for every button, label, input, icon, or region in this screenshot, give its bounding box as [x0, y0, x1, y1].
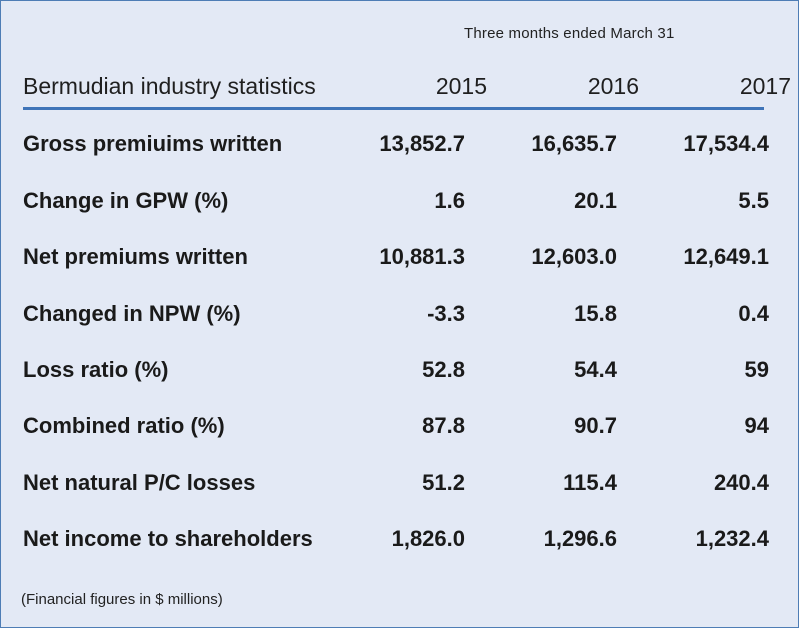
- row-label: Gross premiuims written: [23, 131, 283, 156]
- value-2016: 1,296.6: [543, 526, 617, 551]
- value-2016: 90.7: [574, 413, 617, 438]
- period-label: Three months ended March 31: [464, 25, 675, 42]
- value-2016: 16,635.7: [531, 131, 617, 156]
- value-2015: 1,826.0: [391, 526, 465, 551]
- value-2017: 1,232.4: [695, 526, 769, 551]
- value-2015: -3.3: [427, 301, 465, 326]
- year-header-2017: 2017: [739, 73, 791, 99]
- value-2015: 51.2: [422, 470, 465, 495]
- value-2016: 20.1: [574, 188, 617, 213]
- value-2017: 12,649.1: [683, 244, 769, 269]
- value-2015: 1.6: [434, 188, 465, 213]
- row-label: Changed in NPW (%): [23, 301, 241, 326]
- table-row: Net premiums written 10,881.3 12,603.0 1…: [23, 244, 769, 274]
- value-2017: 240.4: [713, 470, 769, 495]
- header-divider: [23, 107, 764, 110]
- value-2016: 54.4: [574, 357, 617, 382]
- row-label: Net premiums written: [23, 244, 248, 269]
- table-row: Combined ratio (%) 87.8 90.7 94: [23, 413, 769, 443]
- value-2016: 12,603.0: [531, 244, 617, 269]
- table-row: Net income to shareholders 1,826.0 1,296…: [23, 526, 769, 556]
- value-2015: 52.8: [422, 357, 465, 382]
- value-2017: 94: [744, 413, 769, 438]
- table-row: Change in GPW (%) 1.6 20.1 5.5: [23, 188, 769, 218]
- table-header: Bermudian industry statistics 2015 2016 …: [23, 71, 791, 107]
- row-label: Combined ratio (%): [23, 413, 225, 438]
- table-row: Net natural P/C losses 51.2 115.4 240.4: [23, 470, 769, 500]
- value-2015: 10,881.3: [379, 244, 465, 269]
- value-2017: 0.4: [738, 301, 769, 326]
- row-label: Net income to shareholders: [23, 526, 313, 551]
- year-header-2016: 2016: [587, 73, 639, 99]
- row-label: Change in GPW (%): [23, 188, 229, 213]
- value-2017: 5.5: [738, 188, 769, 213]
- table-row: Loss ratio (%) 52.8 54.4 59: [23, 357, 769, 387]
- row-label: Loss ratio (%): [23, 357, 169, 382]
- value-2015: 87.8: [422, 413, 465, 438]
- table-row: Changed in NPW (%) -3.3 15.8 0.4: [23, 301, 769, 331]
- value-2016: 115.4: [563, 470, 617, 495]
- value-2017: 59: [744, 357, 769, 382]
- year-header-2015: 2015: [435, 73, 487, 99]
- value-2015: 13,852.7: [379, 131, 465, 156]
- value-2017: 17,534.4: [683, 131, 769, 156]
- table-title: Bermudian industry statistics: [23, 73, 316, 99]
- row-label: Net natural P/C losses: [23, 470, 256, 495]
- table-row: Gross premiuims written 13,852.7 16,635.…: [23, 131, 769, 161]
- footnote: (Financial figures in $ millions): [21, 591, 223, 608]
- value-2016: 15.8: [574, 301, 617, 326]
